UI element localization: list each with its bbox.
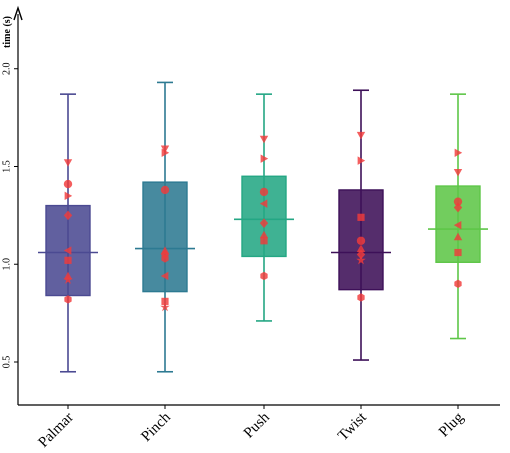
data-point-triangle-down	[160, 145, 170, 154]
data-point-triangle-down	[453, 168, 463, 177]
y-tick-label: 2.0	[1, 62, 12, 75]
y-tick-label: 0.5	[1, 356, 12, 369]
x-ticks: Palmar Pinch Push Twist Plug	[35, 405, 467, 451]
data-point-triangle-right	[357, 156, 366, 165]
data-point-diamond	[63, 210, 73, 221]
data-point-diamond	[453, 202, 463, 213]
data-point-star	[160, 302, 170, 312]
data-point-triangle-left	[453, 220, 462, 230]
box-twist	[331, 89, 391, 361]
data-point-diamond	[356, 249, 366, 260]
data-point-triangle-down	[63, 159, 73, 167]
data-point-star	[63, 274, 73, 284]
data-point-triangle-right	[454, 148, 463, 158]
data-point-star	[356, 255, 366, 265]
data-point-circle	[356, 236, 366, 245]
data-point-triangle-left	[160, 271, 169, 281]
data-point-triangle-right	[260, 154, 269, 163]
data-point-hexagon	[454, 279, 462, 288]
data-point-hexagon	[161, 254, 169, 263]
x-category-label: Plug	[436, 409, 467, 440]
box-pinch	[135, 81, 195, 373]
boxes-layer	[38, 81, 488, 373]
data-point-hexagon	[64, 295, 72, 304]
y-axis-title: time (s)	[2, 16, 13, 48]
y-tick-label: 1.5	[1, 160, 12, 173]
data-point-circle	[160, 185, 170, 195]
x-category-label: Palmar	[35, 410, 76, 451]
y-axis: time (s) 0.5 1.0 1.5 2.0	[1, 5, 23, 405]
data-point-triangle-left	[63, 246, 72, 255]
data-point-square	[64, 256, 72, 264]
data-point-triangle-right	[161, 148, 170, 158]
data-point-triangle-up	[259, 230, 269, 239]
box-plug	[428, 93, 488, 340]
data-point-triangle-up	[356, 244, 366, 252]
x-category-label: Twist	[335, 409, 370, 444]
y-ticks: 0.5 1.0 1.5 2.0	[1, 62, 18, 368]
data-point-circle	[453, 197, 463, 206]
y-axis-arrow-icon	[13, 5, 23, 21]
data-point-hexagon	[357, 293, 365, 302]
box-push	[234, 93, 294, 322]
data-point-hexagon	[260, 271, 268, 281]
data-point-triangle-down	[356, 131, 366, 140]
data-point-triangle-down	[259, 135, 269, 144]
box-palmar	[38, 93, 98, 373]
data-point-diamond	[259, 218, 269, 228]
y-tick-label: 1.0	[1, 258, 12, 271]
data-point-square	[357, 213, 365, 221]
data-point-circle	[259, 187, 269, 197]
data-point-triangle-up	[453, 232, 463, 241]
x-category-label: Push	[241, 409, 273, 441]
iqr-box	[142, 181, 188, 293]
x-axis: Palmar Pinch Push Twist Plug	[18, 404, 500, 451]
data-point-triangle-right	[64, 191, 73, 201]
data-point-square	[161, 297, 169, 305]
x-category-label: Pinch	[138, 409, 174, 445]
data-point-square	[454, 248, 462, 257]
data-point-circle	[63, 179, 73, 189]
data-point-triangle-left	[259, 199, 268, 208]
data-point-square	[260, 237, 268, 245]
